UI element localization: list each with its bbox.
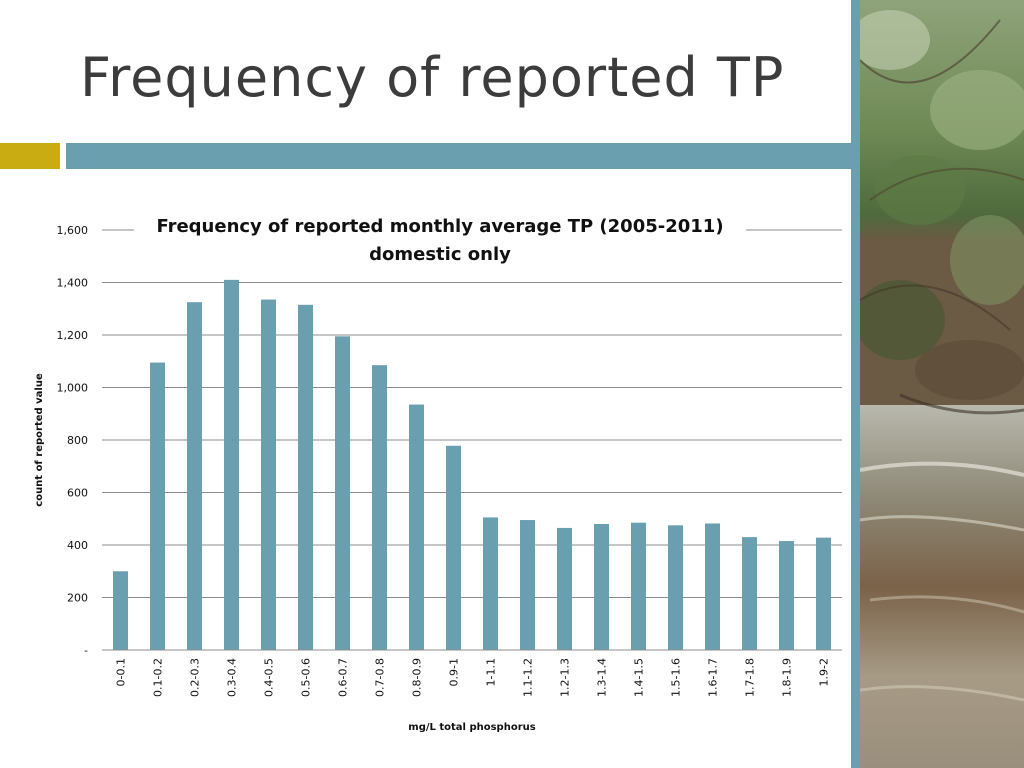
x-tick-label: 0.5-0.6 xyxy=(300,658,313,697)
x-tick-label: 0.1-0.2 xyxy=(152,658,165,697)
x-tick-label: 1-1.1 xyxy=(485,658,498,686)
y-tick-label: 400 xyxy=(67,539,88,552)
bar-1.2-1.3 xyxy=(557,527,572,650)
y-tick-label: 1,600 xyxy=(57,224,89,237)
y-tick-label: 1,000 xyxy=(57,382,89,395)
y-tick-label: 1,200 xyxy=(57,329,89,342)
bar-0.7-0.8 xyxy=(372,365,387,650)
x-tick-label: 1.2-1.3 xyxy=(559,658,572,697)
x-tick-label: 1.3-1.4 xyxy=(596,658,609,697)
x-tick-label: 0.7-0.8 xyxy=(374,658,387,697)
y-tick-label: 1,400 xyxy=(57,277,89,290)
x-tick-labels: 0-0.1 0.1-0.2 0.2-0.3 0.3-0.4 0.4-0.5 0.5-0.6… xyxy=(115,658,831,697)
chart-title: Frequency of reported monthly average TP… xyxy=(156,216,723,237)
x-tick-label: 0-0.1 xyxy=(115,658,128,686)
x-tick-label: 0.9-1 xyxy=(448,658,461,686)
bar-1-1.1 xyxy=(483,517,498,650)
bars xyxy=(113,279,831,650)
y-tick-labels: - 200 400 600 800 1,000 1,200 1,400 1,600 xyxy=(57,224,89,657)
x-tick-label: 1.8-1.9 xyxy=(781,658,794,697)
bar-0.9-1 xyxy=(446,445,461,650)
photo-border xyxy=(851,0,860,768)
y-tick-label: - xyxy=(84,644,88,657)
bar-0.1-0.2 xyxy=(150,362,165,650)
x-axis-label: mg/L total phosphorus xyxy=(408,722,535,733)
stream-photo-image xyxy=(860,0,1024,768)
bar-0.3-0.4 xyxy=(224,279,239,650)
x-tick-label: 1.1-1.2 xyxy=(522,658,535,697)
slide-title: Frequency of reported TP xyxy=(80,46,785,109)
bar-1.9-2 xyxy=(816,537,831,650)
accent-bar-gold xyxy=(0,143,60,169)
x-tick-label: 1.5-1.6 xyxy=(670,658,683,697)
x-tick-label: 0.8-0.9 xyxy=(411,658,424,697)
bar-0.5-0.6 xyxy=(298,304,313,650)
chart-title-background xyxy=(134,214,746,240)
gridlines xyxy=(102,229,842,598)
bar-0.6-0.7 xyxy=(335,336,350,650)
stream-photo xyxy=(860,0,1024,768)
y-tick-label: 800 xyxy=(67,434,88,447)
x-tick-label: 0.2-0.3 xyxy=(189,658,202,697)
x-tick-label: 0.6-0.7 xyxy=(337,658,350,697)
x-tick-label: 1.7-1.8 xyxy=(744,658,757,697)
y-axis-label: count of reported value xyxy=(34,373,45,507)
x-tick-label: 0.3-0.4 xyxy=(226,658,239,697)
x-tick-label: 1.6-1.7 xyxy=(707,658,720,697)
y-tick-label: 600 xyxy=(67,487,88,500)
bar-1.6-1.7 xyxy=(705,523,720,650)
bar-1.3-1.4 xyxy=(594,524,609,650)
bar-1.4-1.5 xyxy=(631,522,646,650)
bar-0-0.1 xyxy=(113,571,128,650)
bar-0.4-0.5 xyxy=(261,299,276,650)
chart-subtitle: domestic only xyxy=(369,244,511,265)
bar-0.2-0.3 xyxy=(187,302,202,650)
bar-1.7-1.8 xyxy=(742,537,757,650)
x-tick-label: 0.4-0.5 xyxy=(263,658,276,697)
bar-1.8-1.9 xyxy=(779,541,794,650)
accent-bar-teal xyxy=(66,143,862,169)
bar-1.5-1.6 xyxy=(668,525,683,650)
x-tick-label: 1.9-2 xyxy=(818,658,831,686)
bar-0.8-0.9 xyxy=(409,404,424,650)
bar-1.1-1.2 xyxy=(520,520,535,650)
x-tick-label: 1.4-1.5 xyxy=(633,658,646,697)
y-tick-label: 200 xyxy=(67,592,88,605)
